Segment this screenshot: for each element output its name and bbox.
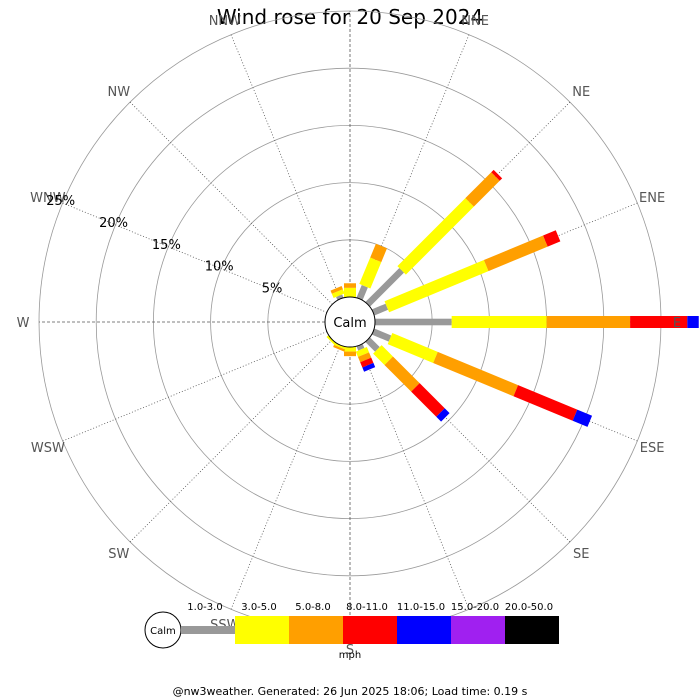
bar-ene-bin1 (384, 260, 489, 313)
calm-label: Calm (333, 316, 366, 331)
direction-label-ne: NE (572, 85, 590, 100)
direction-label-s: S (346, 643, 354, 658)
bar-nnw-bin1 (331, 289, 345, 299)
wind-bars (326, 169, 699, 427)
legend-swatch-4 (397, 616, 451, 644)
bar-sse-bin3 (360, 357, 374, 368)
legend-label-4: 11.0-15.0 (397, 602, 445, 613)
bar-nne-bin2 (370, 243, 387, 263)
legend-label-6: 20.0-50.0 (505, 602, 553, 613)
calm-circle (324, 296, 376, 348)
bar-ese-bin0 (371, 328, 392, 342)
bar-nne-bin0 (356, 284, 368, 301)
bar-e-bin0 (374, 318, 452, 326)
direction-label-sw: SW (108, 547, 129, 562)
bar-ene-bin2 (483, 235, 548, 272)
bar-sw-bin1 (326, 335, 337, 346)
direction-label-nw: NW (107, 85, 130, 100)
bar-ne-bin1 (397, 198, 474, 275)
legend-swatch-0 (181, 626, 235, 634)
legend-label-2: 5.0-8.0 (295, 602, 330, 613)
footer-text: @nw3weather. Generated: 26 Jun 2025 18:0… (173, 685, 528, 698)
percent-label: 15% (152, 238, 181, 253)
bar-ssw-bin1 (334, 342, 346, 350)
bar-sse-bin0 (356, 343, 365, 351)
bar-se-bin2 (384, 356, 420, 392)
bar-ene-bin3 (543, 230, 561, 247)
legend-swatch-6 (505, 616, 559, 644)
bar-nnw-bin0 (336, 294, 344, 301)
percent-label: 10% (205, 260, 234, 275)
bar-ssw-bin2 (333, 344, 346, 352)
grid-spoke (230, 34, 341, 300)
bar-e-bin1 (451, 316, 547, 328)
legend-calm-label: Calm (150, 626, 176, 637)
bar-se-bin1 (373, 345, 393, 365)
legend-swatch-1 (235, 616, 289, 644)
bar-n-bin1 (344, 287, 356, 297)
percent-label: 20% (99, 216, 128, 231)
bar-ese-bin4 (572, 409, 593, 427)
legend-swatch-3 (343, 616, 397, 644)
direction-label-nnw: NNW (209, 14, 241, 29)
percent-label: 5% (262, 282, 283, 297)
direction-label-nne: NNE (461, 14, 489, 29)
direction-label-ese: ESE (640, 441, 665, 456)
bar-nne-bin1 (359, 257, 382, 289)
direction-label-n: N (345, 0, 355, 4)
direction-label-ene: ENE (639, 191, 665, 206)
percent-labels: 5% 10% 15% 20% 25% (46, 194, 282, 297)
bar-sse-bin1 (355, 347, 370, 357)
bar-ne-bin0 (365, 268, 404, 307)
bar-ese-bin3 (513, 385, 578, 421)
legend-label-1: 3.0-5.0 (241, 602, 276, 613)
legend-swatch-2 (289, 616, 343, 644)
direction-label-wnw: WNW (30, 191, 66, 206)
direction-label-se: SE (573, 547, 589, 562)
grid-spoke (129, 339, 333, 543)
legend: Calm 1.0-3.0 3.0-5.0 5.0-8.0 8.0-11.0 11.0-15… (144, 602, 559, 649)
legend-label-5: 15.0-20.0 (451, 602, 499, 613)
direction-label-wsw: WSW (31, 441, 65, 456)
grid-spoke (62, 331, 328, 442)
legend-swatch-5 (451, 616, 505, 644)
bar-ese-bin1 (387, 333, 438, 363)
unit-label: mph (339, 650, 361, 661)
bar-se-bin3 (411, 383, 445, 417)
bar-se-bin0 (365, 337, 380, 352)
legend-label-3: 8.0-11.0 (346, 602, 388, 613)
calm-center: Calm (324, 296, 376, 348)
bar-se-bin4 (436, 408, 450, 422)
percent-label: 25% (46, 194, 75, 209)
bar-e-bin2 (546, 316, 631, 328)
bar-e-bin3 (630, 316, 688, 328)
bar-ene-bin0 (371, 303, 389, 316)
direction-label-e: E (673, 316, 681, 331)
legend-label-0: 1.0-3.0 (187, 602, 222, 613)
bar-s-bin2 (344, 351, 356, 357)
bar-n-bin2 (344, 283, 356, 288)
bar-nnw-bin2 (330, 286, 343, 294)
bar-sse-bin4 (362, 362, 376, 372)
bar-ese-bin2 (433, 351, 519, 397)
direction-label-w: W (17, 316, 30, 331)
bar-ne-bin3 (491, 169, 503, 181)
bar-e-bin4 (687, 316, 699, 328)
bar-ne-bin2 (465, 172, 500, 207)
bar-s-bin1 (344, 347, 356, 352)
grid-spoke (230, 344, 341, 610)
bar-sse-bin2 (357, 352, 372, 363)
